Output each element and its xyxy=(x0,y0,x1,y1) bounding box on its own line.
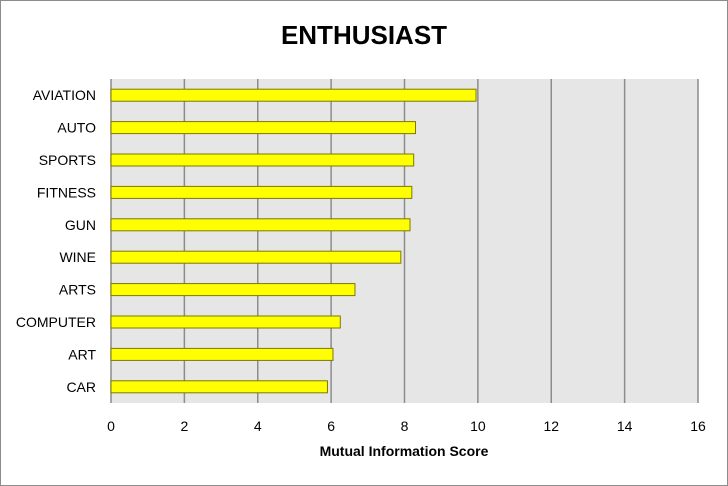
x-tick-label: 10 xyxy=(470,418,486,434)
x-tick-label: 6 xyxy=(327,418,335,434)
x-tick-label: 16 xyxy=(690,418,706,434)
bar-sports xyxy=(110,153,415,167)
bar-wine xyxy=(110,250,402,264)
x-tick-label: 14 xyxy=(617,418,633,434)
x-tick-labels: 0 2 4 6 8 10 12 14 16 xyxy=(107,418,706,434)
x-tick-label: 4 xyxy=(254,418,262,434)
category-label: CAR xyxy=(66,379,96,395)
category-label: ARTS xyxy=(59,282,96,298)
bars xyxy=(110,88,477,394)
category-label: AUTO xyxy=(57,120,96,136)
category-label: GUN xyxy=(65,217,96,233)
bar-car xyxy=(110,380,328,394)
bar-art xyxy=(110,347,334,361)
category-label: AVIATION xyxy=(33,87,96,103)
category-label: FITNESS xyxy=(37,184,96,200)
bar-fitness xyxy=(110,185,413,199)
category-labels: AVIATION AUTO SPORTS FITNESS GUN WINE ARTS COMP… xyxy=(16,87,97,395)
category-label: COMPUTER xyxy=(16,314,96,330)
x-tick-label: 2 xyxy=(180,418,188,434)
bar-gun xyxy=(110,218,411,232)
bar-computer xyxy=(110,315,341,329)
x-tick-label: 12 xyxy=(543,418,559,434)
category-label: SPORTS xyxy=(39,152,96,168)
x-tick-label: 0 xyxy=(107,418,115,434)
chart-title: ENTHUSIAST xyxy=(280,20,448,50)
bar-aviation xyxy=(110,88,477,102)
bar-auto xyxy=(110,121,417,135)
category-label: ART xyxy=(68,346,96,362)
x-axis-label: Mutual Information Score xyxy=(319,443,489,459)
bar-arts xyxy=(110,283,356,297)
category-label: WINE xyxy=(59,249,96,265)
x-tick-label: 8 xyxy=(401,418,409,434)
